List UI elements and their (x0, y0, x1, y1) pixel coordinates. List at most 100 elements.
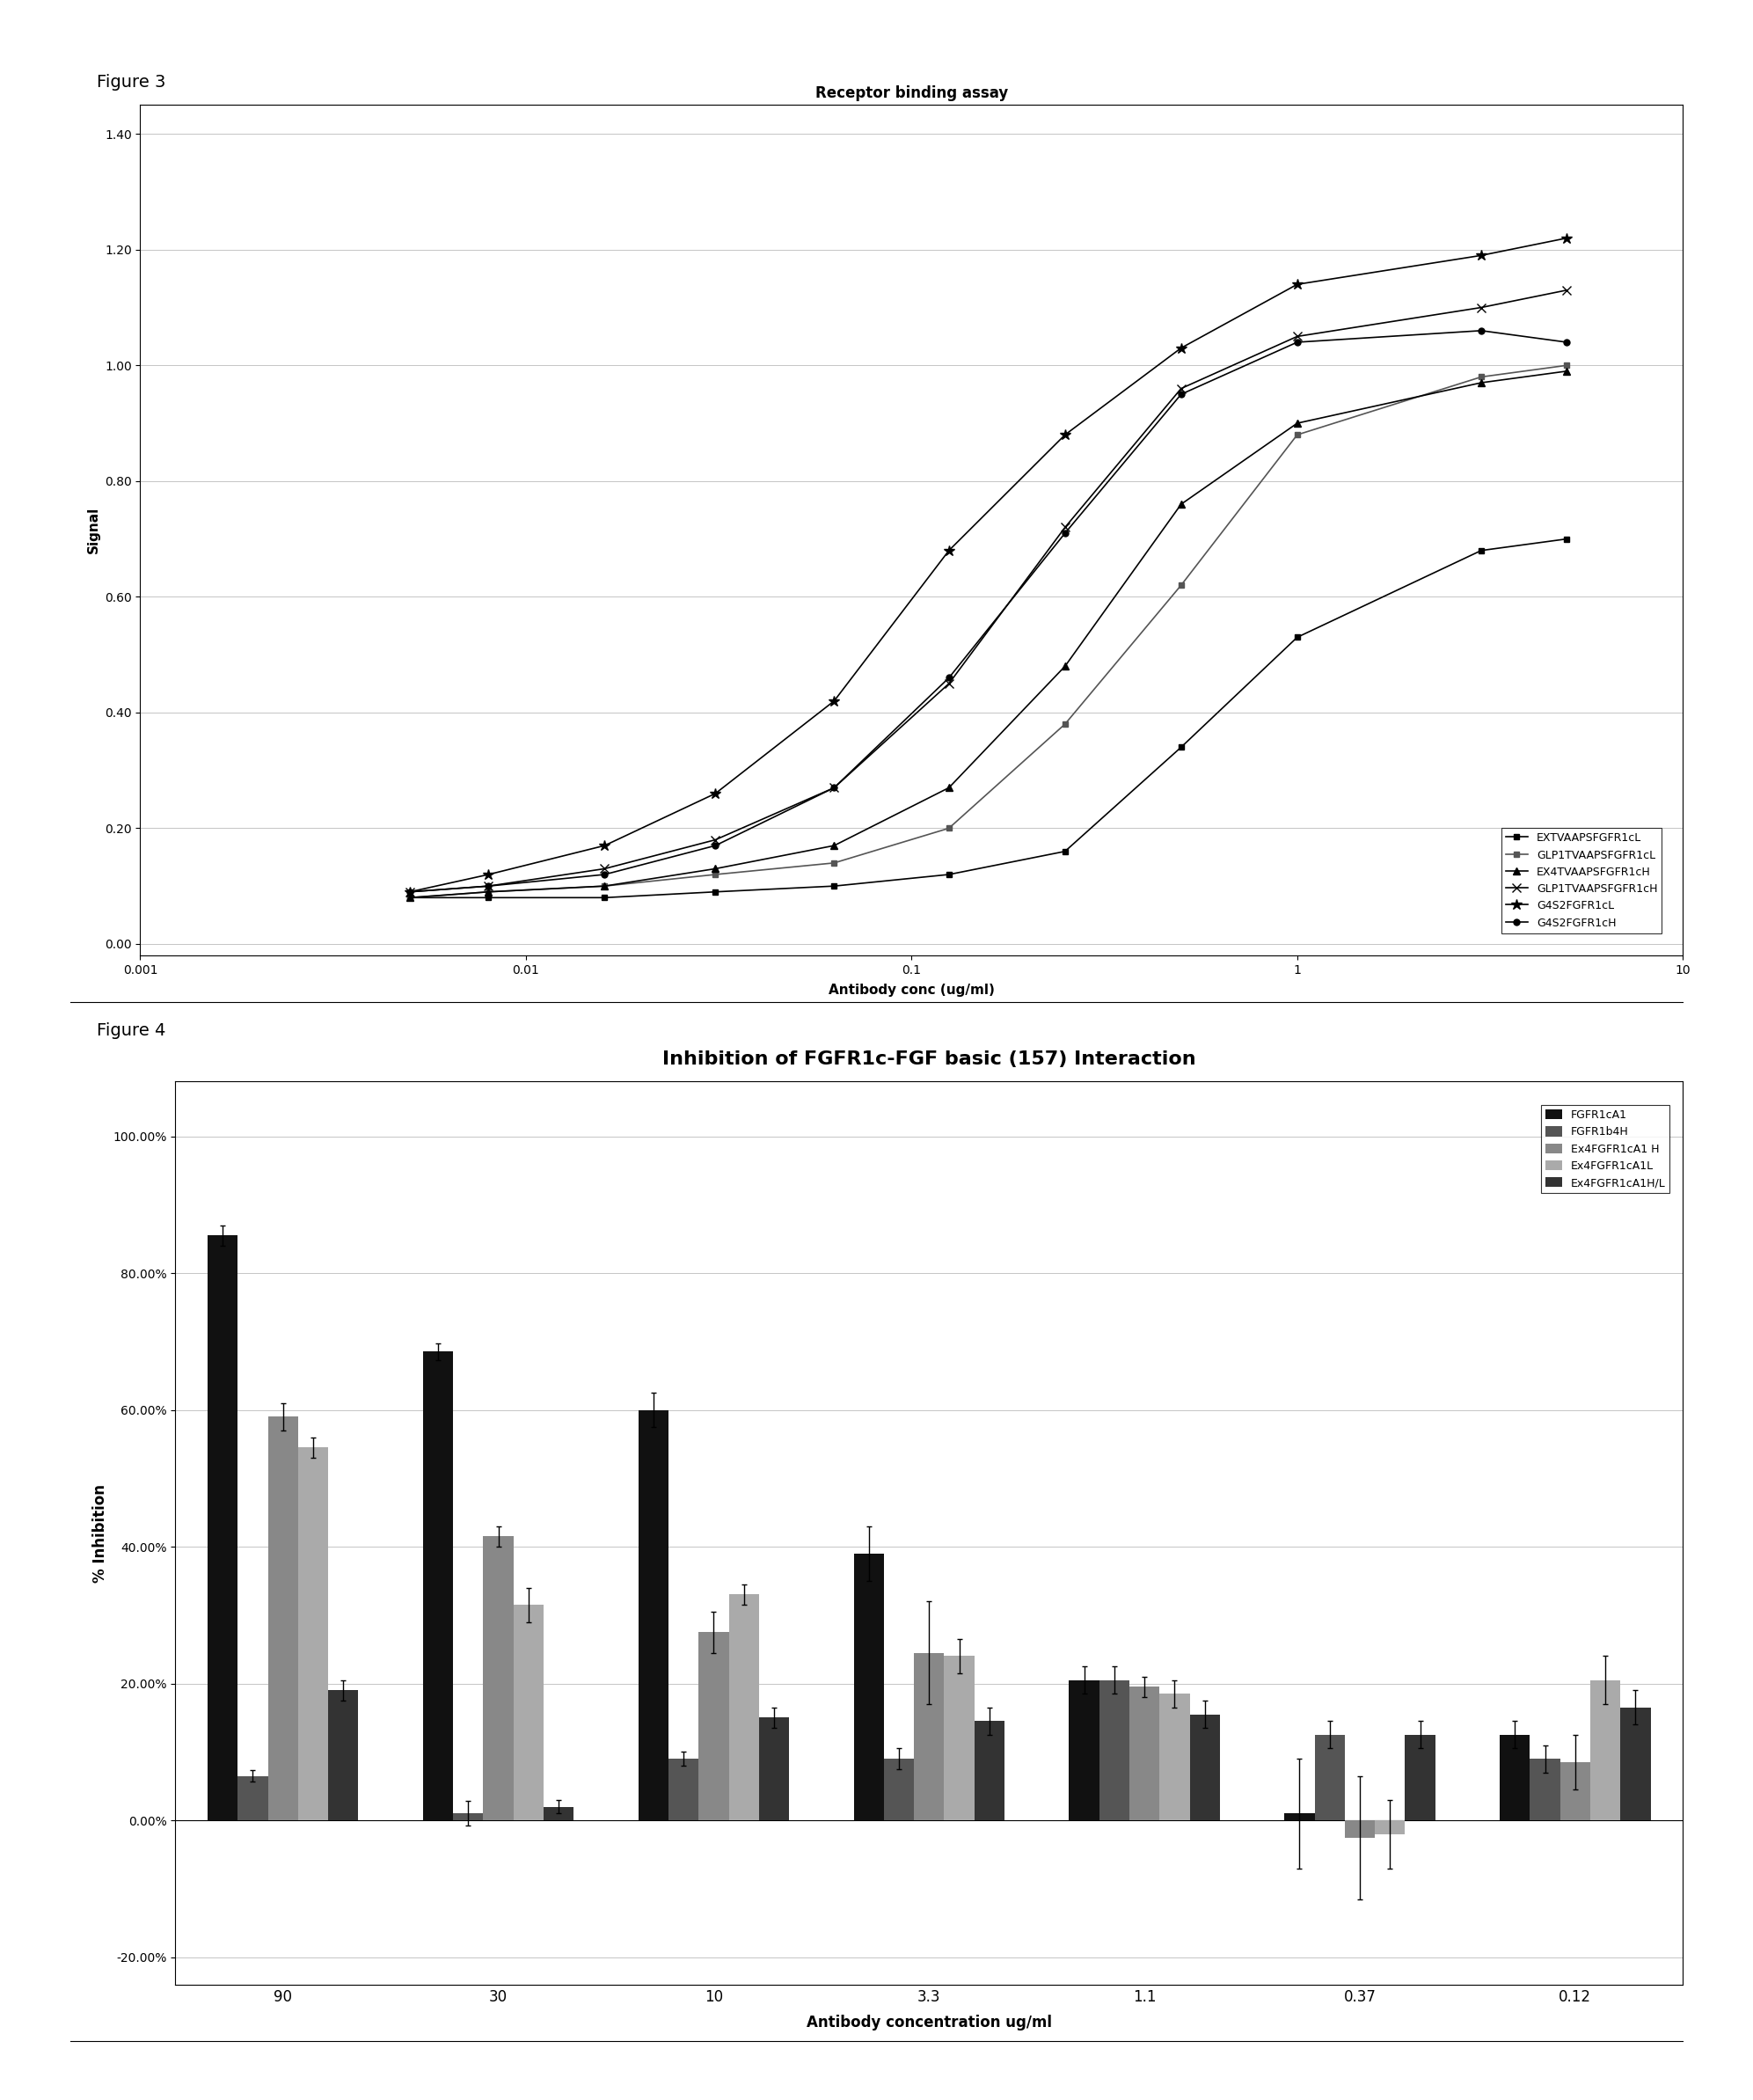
Legend: EXTVAAPSFGFR1cL, GLP1TVAAPSFGFR1cL, EX4TVAAPSFGFR1cH, GLP1TVAAPSFGFR1cH, G4S2FGF: EXTVAAPSFGFR1cL, GLP1TVAAPSFGFR1cL, EX4T… (1501, 827, 1662, 932)
GLP1TVAAPSFGFR1cL (938, 815, 959, 840)
Bar (543, 1806, 573, 1821)
EX4TVAAPSFGFR1cH (1557, 359, 1578, 384)
Bar (1345, 1821, 1374, 1838)
G4S2FGFR1cL (1557, 225, 1578, 250)
GLP1TVAAPSFGFR1cH (938, 672, 959, 697)
EX4TVAAPSFGFR1cH (705, 857, 726, 882)
GLP1TVAAPSFGFR1cL (824, 850, 845, 876)
EX4TVAAPSFGFR1cH (1055, 653, 1076, 678)
EXTVAAPSFGFR1cL (1557, 527, 1578, 552)
EXTVAAPSFGFR1cL (1471, 538, 1492, 563)
X-axis label: Antibody conc (ug/ml): Antibody conc (ug/ml) (829, 983, 994, 997)
G4S2FGFR1cH (1557, 330, 1578, 355)
Y-axis label: Signal: Signal (86, 506, 100, 554)
G4S2FGFR1cL (479, 861, 500, 886)
GLP1TVAAPSFGFR1cL (1055, 712, 1076, 737)
EX4TVAAPSFGFR1cH (1287, 412, 1308, 437)
Bar (638, 1409, 668, 1821)
Bar (328, 1690, 358, 1821)
Bar (1406, 1735, 1436, 1821)
EX4TVAAPSFGFR1cH (594, 874, 615, 899)
G4S2FGFR1cH (938, 666, 959, 691)
EXTVAAPSFGFR1cL (824, 874, 845, 899)
G4S2FGFR1cL (1287, 271, 1308, 296)
Bar (1560, 1762, 1590, 1821)
Bar (1501, 1735, 1530, 1821)
Bar (1190, 1714, 1220, 1821)
Bar (1285, 1814, 1315, 1821)
Bar (268, 1418, 298, 1821)
Bar (1620, 1707, 1651, 1821)
Bar (298, 1447, 328, 1821)
EXTVAAPSFGFR1cL (400, 884, 421, 909)
Bar (238, 1777, 268, 1821)
Bar (1530, 1760, 1560, 1821)
Bar (759, 1718, 789, 1821)
Bar (422, 1352, 452, 1821)
GLP1TVAAPSFGFR1cH (1287, 323, 1308, 349)
G4S2FGFR1cH (1055, 521, 1076, 546)
EX4TVAAPSFGFR1cH (400, 884, 421, 909)
G4S2FGFR1cL (1171, 336, 1192, 361)
Line: EXTVAAPSFGFR1cL: EXTVAAPSFGFR1cL (407, 536, 1571, 901)
Bar (207, 1235, 238, 1821)
G4S2FGFR1cH (594, 861, 615, 886)
G4S2FGFR1cH (824, 775, 845, 800)
Bar (884, 1760, 913, 1821)
EX4TVAAPSFGFR1cH (1171, 491, 1192, 517)
G4S2FGFR1cL (1471, 244, 1492, 269)
Y-axis label: % Inhibition: % Inhibition (93, 1485, 109, 1581)
Bar (854, 1554, 884, 1821)
EXTVAAPSFGFR1cL (479, 884, 500, 909)
Bar (913, 1653, 945, 1821)
G4S2FGFR1cL (400, 880, 421, 905)
EXTVAAPSFGFR1cL (1171, 735, 1192, 760)
GLP1TVAAPSFGFR1cL (1557, 353, 1578, 378)
Bar (1374, 1821, 1406, 1833)
GLP1TVAAPSFGFR1cL (705, 861, 726, 886)
GLP1TVAAPSFGFR1cH (824, 775, 845, 800)
GLP1TVAAPSFGFR1cL (400, 884, 421, 909)
GLP1TVAAPSFGFR1cL (1287, 422, 1308, 447)
G4S2FGFR1cL (824, 689, 845, 714)
Line: EX4TVAAPSFGFR1cH: EX4TVAAPSFGFR1cH (407, 367, 1571, 901)
G4S2FGFR1cH (1171, 382, 1192, 407)
G4S2FGFR1cH (1287, 330, 1308, 355)
Line: GLP1TVAAPSFGFR1cL: GLP1TVAAPSFGFR1cL (407, 363, 1571, 901)
Bar (452, 1814, 484, 1821)
Bar (1315, 1735, 1345, 1821)
GLP1TVAAPSFGFR1cH (400, 880, 421, 905)
EXTVAAPSFGFR1cL (705, 880, 726, 905)
G4S2FGFR1cH (1471, 317, 1492, 342)
GLP1TVAAPSFGFR1cH (1171, 376, 1192, 401)
Title: Receptor binding assay: Receptor binding assay (815, 86, 1008, 101)
Bar (514, 1604, 543, 1821)
Line: G4S2FGFR1cH: G4S2FGFR1cH (407, 328, 1571, 895)
GLP1TVAAPSFGFR1cL (594, 874, 615, 899)
GLP1TVAAPSFGFR1cH (705, 827, 726, 853)
Line: GLP1TVAAPSFGFR1cH: GLP1TVAAPSFGFR1cH (405, 286, 1571, 897)
GLP1TVAAPSFGFR1cH (479, 874, 500, 899)
EXTVAAPSFGFR1cL (1287, 624, 1308, 649)
Bar (729, 1594, 759, 1821)
GLP1TVAAPSFGFR1cL (1171, 573, 1192, 598)
EXTVAAPSFGFR1cL (938, 861, 959, 886)
Bar (1159, 1695, 1190, 1821)
G4S2FGFR1cL (705, 781, 726, 806)
EXTVAAPSFGFR1cL (594, 884, 615, 909)
G4S2FGFR1cL (594, 834, 615, 859)
Bar (484, 1537, 514, 1821)
GLP1TVAAPSFGFR1cH (1055, 514, 1076, 540)
Bar (1590, 1680, 1620, 1821)
Bar (1069, 1680, 1099, 1821)
Bar (945, 1657, 975, 1821)
Bar (975, 1722, 1004, 1821)
G4S2FGFR1cL (1055, 422, 1076, 447)
Bar (668, 1760, 699, 1821)
Text: Figure 4: Figure 4 (96, 1023, 165, 1040)
G4S2FGFR1cH (479, 874, 500, 899)
EX4TVAAPSFGFR1cH (938, 775, 959, 800)
Bar (1099, 1680, 1129, 1821)
Bar (699, 1632, 729, 1821)
EX4TVAAPSFGFR1cH (479, 880, 500, 905)
